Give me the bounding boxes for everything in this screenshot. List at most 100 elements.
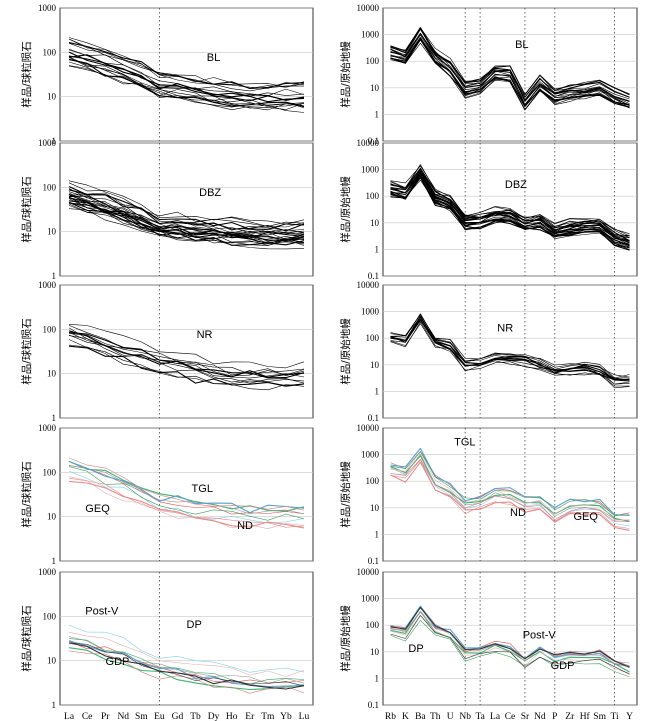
plot-frame	[382, 284, 638, 419]
y-tick-label: 0.1	[368, 413, 379, 423]
y-tick-label: 0.1	[368, 136, 379, 146]
y-axis-label: 样品/球粒陨石	[20, 461, 33, 528]
sample-line	[68, 641, 305, 683]
x-tick-label: Eu	[154, 712, 165, 721]
y-tick-label: 1	[52, 413, 57, 423]
series-annotation: GEQ	[85, 503, 110, 515]
y-tick-label: 0.1	[368, 700, 379, 710]
x-tick-label: Nb	[459, 712, 471, 721]
y-axis-label: 样品/原始地幔	[339, 41, 352, 108]
sample-line	[68, 180, 305, 228]
plot-frame	[382, 571, 638, 706]
y-tick-label: 1000	[361, 450, 380, 460]
y-tick-label: 1	[375, 673, 380, 683]
sample-line	[390, 615, 630, 675]
y-tick-label: 1000	[38, 138, 57, 148]
y-tick-label: 1000	[361, 30, 380, 40]
sample-line	[390, 615, 630, 674]
series-annotation: BL	[515, 39, 528, 51]
series-annotation: GDP	[551, 660, 575, 672]
sample-line	[68, 208, 305, 250]
sample-line	[390, 610, 630, 673]
x-tick-label: Nd	[534, 712, 546, 721]
sample-line	[68, 198, 305, 241]
x-tick-label: Ho	[226, 712, 238, 721]
x-tick-label: K	[402, 712, 409, 721]
series-annotation: DBZ	[505, 179, 527, 191]
x-tick-label: Tb	[190, 712, 201, 721]
plot-frame	[59, 142, 314, 277]
y-axis-label: 样品/原始地幔	[339, 318, 352, 385]
y-tick-label: 10000	[357, 423, 380, 433]
sample-line	[68, 477, 305, 528]
y-tick-label: 10	[370, 647, 380, 657]
x-tick-label: Hf	[580, 711, 591, 721]
y-tick-label: 1	[375, 386, 380, 396]
series-annotation: NR	[197, 329, 213, 341]
sample-line	[68, 200, 305, 242]
y-tick-label: 1	[52, 136, 57, 146]
y-tick-label: 10	[47, 512, 57, 522]
y-tick-label: 1000	[38, 423, 57, 433]
nr-spider-panel: 0.1 1 10 100 1000 10000 样品/原始地幔 NR	[339, 280, 638, 423]
y-tick-label: 100	[43, 467, 57, 477]
y-tick-label: 10	[47, 227, 57, 237]
sample-line	[68, 189, 305, 227]
y-tick-label: 1	[375, 109, 380, 119]
series-annotation: TGL	[192, 483, 213, 495]
sample-line	[390, 32, 630, 104]
x-tick-label: Rb	[385, 712, 396, 721]
sample-line	[390, 33, 630, 105]
y-tick-label: 1000	[361, 307, 380, 317]
post-v-dp-gdp-spider-panel: 0.1 1 10 100 1000 10000 样品/原始地幔 Post-V DP GDP Rb K B…	[339, 567, 638, 721]
x-tick-label: Ce	[505, 712, 516, 721]
sample-line	[68, 642, 305, 690]
sample-line	[390, 606, 630, 668]
y-tick-label: 10	[370, 83, 380, 93]
y-tick-label: 100	[43, 182, 57, 192]
sample-line	[68, 327, 305, 377]
sample-line	[68, 188, 305, 231]
y-tick-label: 1000	[361, 165, 380, 175]
sample-line	[390, 612, 630, 668]
tgl-geq-nd-ree-panel: 1 10 100 1000 样品/球粒陨石 TGL GEQ ND	[20, 423, 314, 566]
sample-line	[68, 54, 305, 103]
sample-line	[68, 638, 305, 685]
y-tick-label: 100	[43, 47, 57, 57]
x-tick-label: U	[447, 712, 454, 721]
y-tick-label: 10000	[357, 3, 380, 13]
x-tick-label: Ce	[82, 712, 93, 721]
sample-line	[68, 345, 305, 387]
tgl-geq-nd-spider-panel: 0.1 1 10 100 1000 10000 样品/原始地幔 TGL GEQ ND	[339, 423, 638, 566]
sample-line	[68, 59, 305, 108]
y-tick-label: 10000	[357, 280, 380, 290]
y-tick-label: 1000	[38, 567, 57, 577]
x-tick-label: Sm	[135, 712, 148, 721]
x-tick-label: Sm	[593, 712, 606, 721]
y-tick-label: 100	[366, 620, 380, 630]
x-tick-label: Zr	[565, 712, 575, 721]
series-annotation: GEQ	[574, 511, 599, 523]
y-tick-label: 1000	[38, 280, 57, 290]
x-tick-label: Gd	[172, 712, 184, 721]
y-tick-label: 1	[375, 244, 380, 254]
sample-line	[68, 647, 305, 691]
sample-line	[390, 459, 630, 529]
sample-line	[390, 173, 630, 246]
sample-line	[390, 321, 630, 387]
plot-frame	[59, 427, 314, 562]
sample-line	[390, 453, 630, 521]
x-tick-label: Dy	[208, 712, 220, 721]
y-tick-label: 10	[47, 92, 57, 102]
x-tick-label: Yb	[280, 712, 292, 721]
sample-line	[68, 339, 305, 386]
dbz-spider-panel: 0.1 1 10 100 1000 10000 样品/原始地幔 DBZ	[339, 138, 638, 281]
sample-line	[68, 49, 305, 97]
x-tick-label: Nd	[117, 712, 129, 721]
sample-line	[68, 334, 305, 383]
x-tick-label: La	[64, 712, 75, 721]
y-axis-label: 样品/球粒陨石	[20, 605, 33, 672]
sample-line	[390, 37, 630, 107]
sample-line	[68, 48, 305, 97]
